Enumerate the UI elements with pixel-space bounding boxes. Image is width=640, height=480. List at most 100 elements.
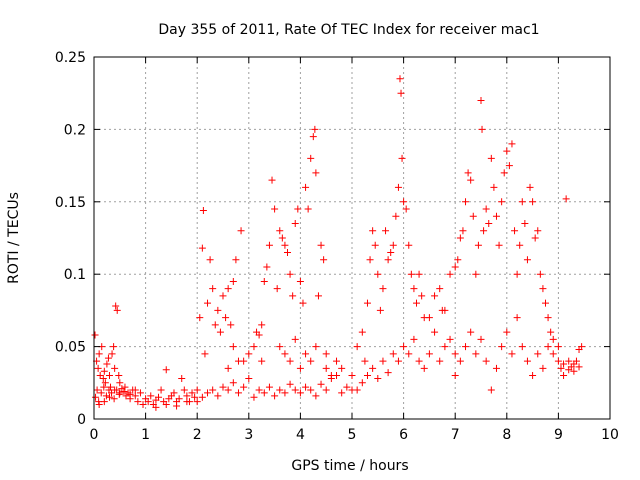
data-point: [436, 357, 444, 365]
data-point: [294, 205, 302, 213]
data-point: [116, 379, 124, 387]
data-point: [237, 227, 245, 235]
data-point: [302, 383, 310, 391]
x-tick-label: 6: [399, 427, 408, 443]
data-point: [451, 263, 459, 271]
data-point: [157, 386, 165, 394]
data-point: [224, 386, 232, 394]
data-point: [278, 234, 286, 242]
data-point: [413, 299, 420, 307]
x-tick-label: 5: [348, 427, 357, 443]
y-tick-label: 0.05: [55, 340, 86, 356]
data-point: [407, 270, 415, 278]
x-tick-label: 4: [296, 427, 305, 443]
data-point: [302, 350, 310, 358]
data-point: [121, 383, 129, 391]
data-point: [505, 162, 513, 170]
x-tick-label: 9: [554, 427, 563, 443]
data-point: [222, 314, 230, 322]
data-point: [456, 357, 464, 365]
data-point: [508, 140, 516, 148]
data-point: [402, 205, 410, 213]
data-point: [291, 386, 299, 394]
data-point: [554, 357, 562, 365]
data-point: [307, 154, 315, 162]
data-point: [547, 328, 555, 336]
data-point: [180, 386, 188, 394]
data-point: [170, 389, 178, 397]
data-point: [224, 285, 232, 293]
data-point: [276, 343, 284, 351]
data-point: [570, 360, 578, 368]
data-point: [485, 220, 493, 228]
x-tick-label: 1: [141, 427, 150, 443]
x-tick-label: 7: [451, 427, 460, 443]
data-point: [338, 364, 346, 372]
y-tick-label: 0.25: [55, 50, 86, 66]
data-point: [389, 350, 397, 358]
data-point: [487, 386, 495, 394]
data-point: [93, 386, 101, 394]
y-tick-label: 0.1: [64, 267, 86, 283]
data-point: [420, 364, 428, 372]
data-point: [296, 364, 304, 372]
data-point: [115, 390, 123, 398]
data-point: [214, 306, 222, 314]
data-point: [255, 331, 263, 339]
data-point: [523, 256, 531, 264]
y-axis-label: ROTI / TECUs: [6, 192, 22, 284]
data-point: [304, 205, 312, 213]
data-point: [369, 364, 377, 372]
data-point: [286, 380, 294, 388]
data-point: [240, 357, 248, 365]
data-point: [136, 389, 144, 397]
data-point: [97, 389, 105, 397]
data-point: [511, 227, 519, 235]
data-point: [245, 350, 253, 358]
data-point: [116, 389, 124, 397]
data-point: [549, 350, 557, 358]
data-point: [358, 379, 366, 387]
data-point: [131, 386, 139, 394]
data-point: [263, 263, 271, 271]
data-point: [206, 256, 214, 264]
data-point: [105, 393, 113, 401]
data-point: [523, 357, 531, 365]
data-point: [436, 285, 444, 293]
data-point: [560, 360, 568, 368]
data-point: [113, 306, 121, 314]
data-point: [299, 299, 307, 307]
data-point: [234, 389, 242, 397]
data-point: [296, 389, 304, 397]
data-point: [526, 183, 534, 191]
y-tick-label: 0: [77, 412, 86, 428]
data-point: [100, 367, 108, 375]
data-point: [211, 321, 219, 329]
data-point: [500, 169, 508, 177]
data-point: [363, 299, 371, 307]
data-point: [126, 390, 134, 398]
data-point: [322, 386, 330, 394]
data-point: [229, 343, 237, 351]
data-point: [464, 169, 472, 177]
data-point: [379, 357, 387, 365]
data-point: [384, 369, 392, 377]
data-point: [204, 389, 212, 397]
data-point: [438, 306, 446, 314]
data-point: [291, 220, 299, 228]
data-point: [534, 227, 542, 235]
data-point: [193, 398, 201, 406]
data-point: [250, 343, 258, 351]
data-point: [376, 306, 384, 314]
data-point: [100, 383, 108, 391]
data-point: [405, 241, 413, 249]
data-point: [92, 393, 100, 401]
data-point: [348, 372, 356, 380]
data-point: [425, 350, 433, 358]
data-point: [112, 302, 120, 310]
data-point: [410, 285, 418, 293]
grid-lines: [94, 57, 610, 419]
data-point: [534, 350, 542, 358]
data-point: [219, 292, 227, 300]
